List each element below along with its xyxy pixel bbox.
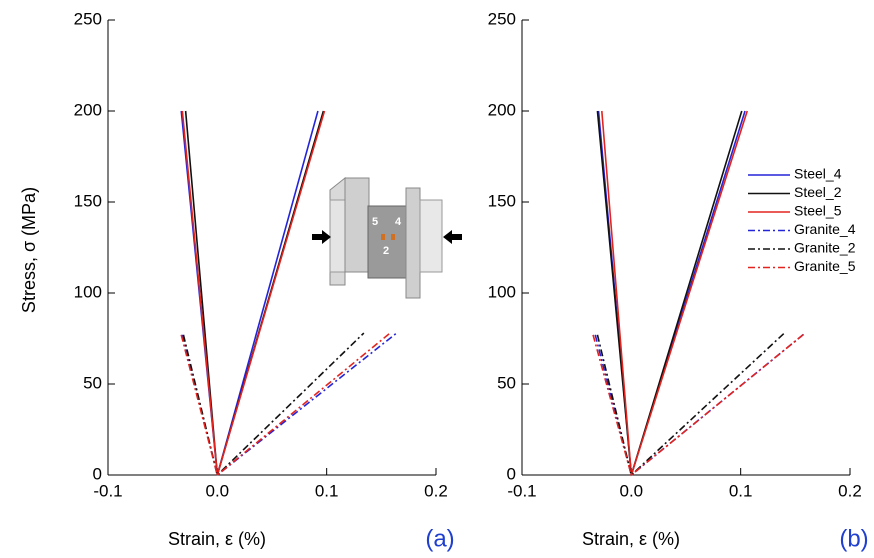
y-tick-label: 250: [488, 9, 516, 28]
y-tick-label: 150: [488, 191, 516, 210]
inset-label: 2: [383, 245, 389, 257]
series-line: [592, 332, 806, 477]
legend-label: Granite_2: [794, 240, 856, 256]
legend-label: Steel_4: [794, 166, 842, 182]
series-line: [596, 332, 785, 477]
series-line: [180, 332, 391, 477]
x-tick-label: 0.0: [206, 481, 230, 500]
x-tick-label: 0.1: [729, 481, 753, 500]
series-line: [181, 110, 326, 476]
inset-plate: [344, 177, 370, 273]
series-line: [594, 332, 806, 477]
chart: 0 50 100 150 200 250 -0.1 0.0 0.1 0.2 Strain, ε (%…: [19, 9, 455, 552]
y-tick-label: 50: [497, 373, 516, 392]
inset-label: 5: [372, 216, 378, 228]
x-axis-title: Strain, ε (%): [582, 529, 680, 549]
inset-gauge: [391, 234, 395, 240]
x-tick-label: 0.1: [315, 481, 339, 500]
legend-label: Granite_5: [794, 258, 856, 274]
x-tick-label: -0.1: [93, 481, 122, 500]
y-tick-label: 0: [93, 464, 102, 483]
x-tick-label: 0.2: [838, 481, 862, 500]
y-tick-label: 250: [74, 9, 102, 28]
y-tick-label: 100: [74, 282, 102, 301]
legend-label: Granite_4: [794, 221, 856, 237]
inset-label: 4: [395, 216, 402, 228]
series-line: [182, 332, 365, 477]
inset-plate: [419, 199, 443, 273]
x-tick-label: 0.2: [424, 481, 448, 500]
y-axis-title: Stress, σ (MPa): [19, 187, 39, 313]
inset-arrow: [443, 230, 462, 244]
panel-label: (b): [839, 525, 868, 552]
y-tick-label: 0: [507, 464, 516, 483]
legend-label: Steel_2: [794, 184, 842, 200]
inset-gauge: [381, 234, 385, 240]
y-tick-label: 50: [83, 373, 102, 392]
inset-arrow: [312, 230, 331, 244]
y-tick-label: 200: [488, 100, 516, 119]
y-tick-label: 150: [74, 191, 102, 210]
series-line: [597, 110, 746, 476]
inset-diagram: 5 4 2: [312, 176, 462, 299]
x-tick-label: -0.1: [507, 481, 536, 500]
chart: 0 50 100 150 200 250 -0.1 0.0 0.1 0.2 Strain, ε (%…: [488, 9, 869, 552]
x-axis-title: Strain, ε (%): [168, 529, 266, 549]
y-tick-label: 100: [488, 282, 516, 301]
inset-granite: [367, 205, 407, 279]
series-line: [596, 110, 743, 476]
x-tick-label: 0.0: [620, 481, 644, 500]
legend-label: Steel_5: [794, 203, 842, 219]
inset-plate: [405, 187, 421, 299]
y-tick-label: 200: [74, 100, 102, 119]
panel-label: (a): [425, 525, 454, 552]
